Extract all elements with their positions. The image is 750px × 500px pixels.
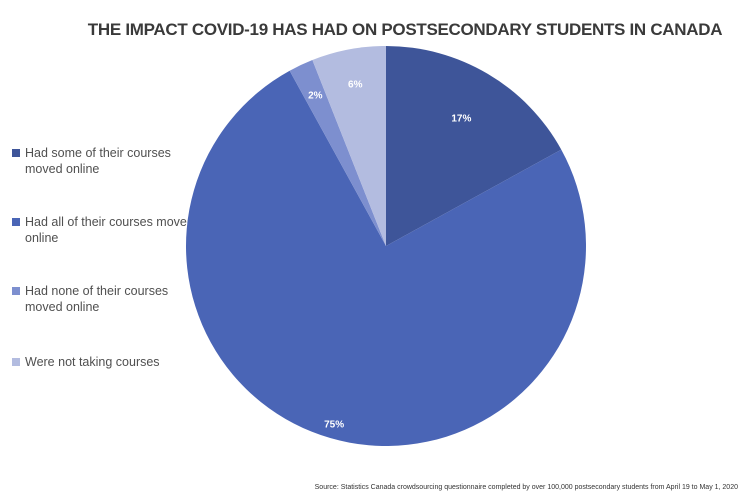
legend-label-some-online: Had some of their courses moved online — [25, 146, 171, 176]
data-label-all-online: 75% — [324, 419, 344, 430]
pie-slice-some-online — [386, 46, 562, 246]
legend-label-all-online: Had all of their courses moved online — [25, 215, 194, 245]
legend-swatch-all-online — [12, 218, 20, 226]
legend-swatch-none-online — [12, 287, 20, 295]
chart-title: THE IMPACT COVID-19 HAS HAD ON POSTSECON… — [87, 20, 723, 39]
legend-item-all-online: Had all of their courses moved online — [12, 214, 197, 246]
legend-swatch-not-taking — [12, 358, 20, 366]
data-label-not-taking: 6% — [348, 80, 363, 91]
legend-label-not-taking: Were not taking courses — [25, 355, 160, 369]
legend-item-not-taking: Were not taking courses — [12, 354, 197, 370]
data-label-some-online: 17% — [451, 113, 471, 124]
data-label-none-online: 2% — [308, 90, 323, 101]
source-note: Source: Statistics Canada crowdsourcing … — [314, 484, 738, 491]
pie-slice-all-online — [185, 70, 586, 447]
pie-slice-none-online — [289, 60, 386, 246]
legend-swatch-some-online — [12, 149, 20, 157]
legend: Had some of their courses moved online H… — [0, 0, 200, 500]
pie-slice-not-taking — [312, 46, 386, 246]
legend-label-none-online: Had none of their courses moved online — [25, 284, 169, 314]
legend-item-none-online: Had none of their courses moved online — [12, 283, 197, 315]
legend-item-some-online: Had some of their courses moved online — [12, 145, 197, 177]
